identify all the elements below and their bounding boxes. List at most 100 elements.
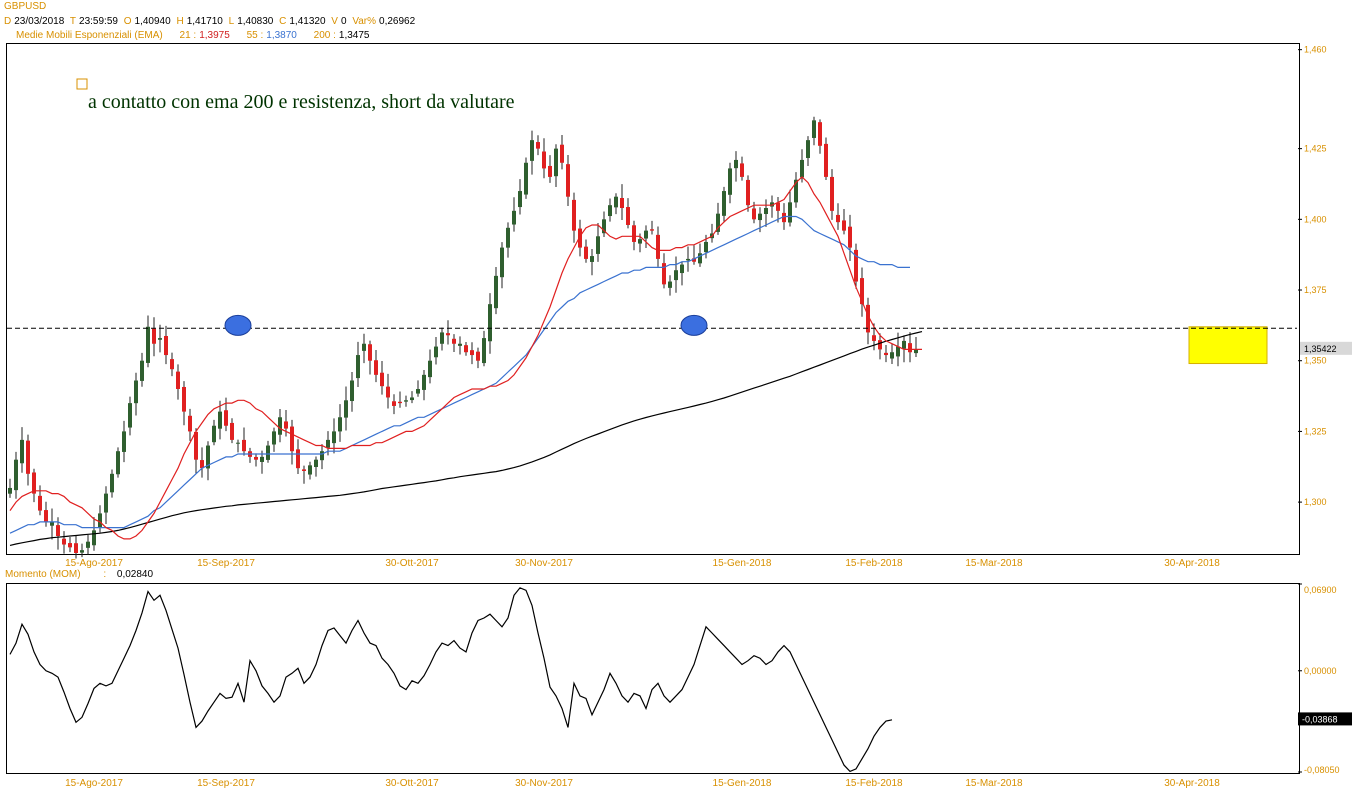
candle-body [860,278,864,305]
candle-body [536,142,540,149]
candle-body [662,263,666,285]
candle [266,440,270,463]
momentum-value-tag-bg [1298,712,1352,726]
candle-body [338,417,342,432]
candle [476,347,480,369]
price-x-label: 15-Ago-2017 [65,558,123,569]
candle-body [224,410,228,426]
candle [374,350,378,383]
candle-body [218,411,222,429]
mom-legend-sep: : [103,569,107,580]
candle-body [608,205,612,217]
open-value: 1,40940 [134,16,171,27]
candle-body [770,202,774,207]
symbol-label: GBPUSD [4,1,47,12]
candle [740,156,744,181]
candle [68,537,72,553]
candle-body [566,164,570,197]
candle [452,334,456,353]
momentum-panel[interactable] [6,583,1300,774]
candle [128,396,132,436]
momentum-x-label: 30-Nov-2017 [515,778,573,789]
last-price-tag-bg [1300,341,1352,355]
candle [548,155,552,183]
candle [650,220,654,235]
candle [356,341,360,388]
price-y-label: 1,350 [1304,356,1327,366]
candle-body [476,351,480,361]
candle [806,136,810,166]
candle-body [404,400,408,402]
candle-body [848,226,852,248]
candle-body [482,338,486,364]
candle [824,137,828,181]
candle [842,208,846,235]
mom-legend-value: 0,02840 [116,569,154,580]
price-y-label: 1,300 [1304,497,1327,507]
date-key: D [4,16,12,27]
candle [746,175,750,212]
candle [584,239,588,263]
candle-body [890,352,894,359]
candle [338,404,342,442]
candle-body [326,439,330,448]
candle [596,223,600,262]
price-y-label: 1,400 [1304,214,1327,224]
candle-body [572,199,576,231]
candle-body [104,493,108,513]
candle-body [788,202,792,223]
candle-body [620,197,624,209]
candle [212,419,216,446]
candle [884,344,888,363]
candle [410,391,414,404]
candle-body [842,220,846,231]
candle-body [554,148,558,177]
candle [146,315,150,368]
candle-body [8,487,12,494]
candle-body [914,349,918,354]
candle [764,199,768,227]
ema55-line [9,215,910,534]
candle [464,342,468,356]
candle-body [422,374,426,390]
price-panel[interactable] [6,43,1300,555]
ohlc-readout: D 23/03/2018 T 23:59:59 O 1,40940 H 1,41710 … [4,16,418,27]
price-x-label: 15-Mar-2018 [965,558,1023,569]
candle [320,444,324,470]
candle-body [500,247,504,278]
candle-body [392,401,396,406]
candle-body [32,472,36,494]
ema21-line [9,176,922,540]
candle [788,189,792,227]
candle-body [44,510,48,522]
candle [836,203,840,230]
candle-body [638,239,642,244]
candle-body [122,431,126,452]
candle-body [140,360,144,381]
candle [254,453,258,467]
candle [614,193,618,215]
candle-body [26,440,30,474]
candle [566,155,570,206]
candle-body [194,431,198,460]
candle [854,243,858,289]
candle-body [254,456,258,460]
candle [578,219,582,257]
var-key: Var% [352,16,377,27]
candle [656,226,660,267]
candle-body [872,335,876,341]
candle [302,465,306,484]
price-y-label: 1,375 [1304,285,1327,295]
candle-body [740,163,744,177]
candle-body [644,230,648,239]
volume-key: V [331,16,338,27]
candle-body [470,350,474,356]
candle-body [758,213,762,221]
chart-symbol: GBPUSD [4,1,49,12]
candle-body [716,213,720,232]
candle [50,508,54,540]
candle-body [530,140,534,161]
candle [608,198,612,222]
candle [134,372,138,416]
candle-body [794,179,798,203]
